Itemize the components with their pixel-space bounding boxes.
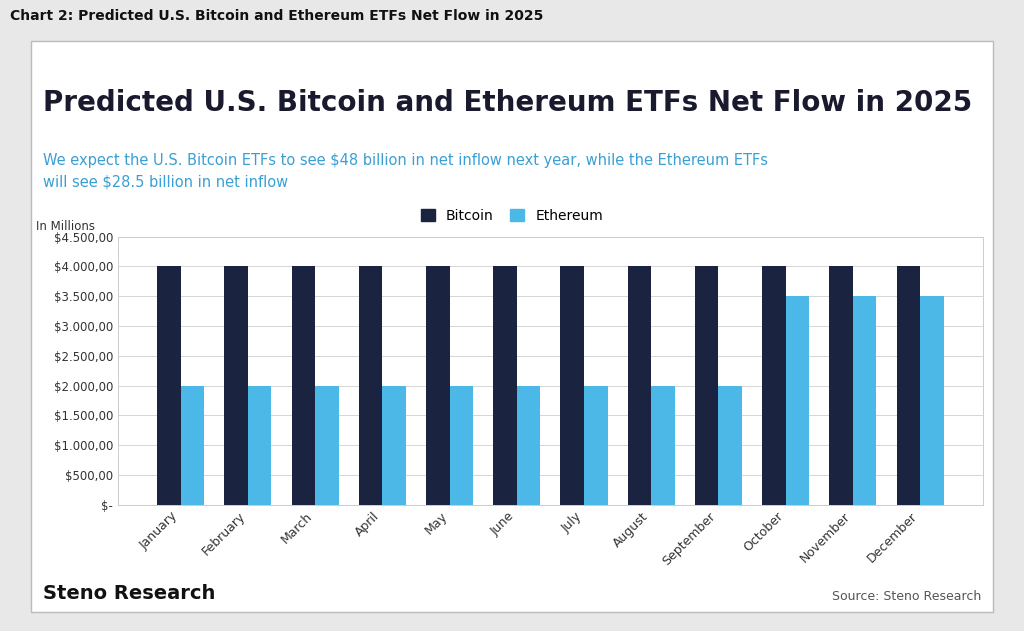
Text: Steno Research: Steno Research	[43, 584, 215, 603]
Bar	[315, 386, 339, 505]
Bar	[921, 296, 944, 505]
Bar	[224, 266, 248, 505]
Bar	[584, 386, 607, 505]
Bar	[829, 266, 853, 505]
Text: Predicted U.S. Bitcoin and Ethereum ETFs Net Flow in 2025: Predicted U.S. Bitcoin and Ethereum ETFs…	[43, 89, 972, 117]
Bar	[248, 386, 271, 505]
Legend: Bitcoin, Ethereum: Bitcoin, Ethereum	[421, 209, 603, 223]
Bar	[180, 386, 204, 505]
Bar	[719, 386, 742, 505]
Bar	[695, 266, 719, 505]
Bar	[785, 296, 809, 505]
Bar	[382, 386, 406, 505]
Text: Source: Steno Research: Source: Steno Research	[831, 589, 981, 603]
Bar	[560, 266, 584, 505]
Bar	[494, 266, 517, 505]
Bar	[628, 266, 651, 505]
Bar	[426, 266, 450, 505]
Bar	[853, 296, 877, 505]
Bar	[450, 386, 473, 505]
Bar	[517, 386, 541, 505]
Text: Chart 2: Predicted U.S. Bitcoin and Ethereum ETFs Net Flow in 2025: Chart 2: Predicted U.S. Bitcoin and Ethe…	[10, 9, 544, 23]
Bar	[292, 266, 315, 505]
Bar	[358, 266, 382, 505]
Text: We expect the U.S. Bitcoin ETFs to see $48 billion in net inflow next year, whil: We expect the U.S. Bitcoin ETFs to see $…	[43, 153, 768, 189]
Text: In Millions: In Millions	[36, 220, 95, 233]
Bar	[762, 266, 785, 505]
Bar	[157, 266, 180, 505]
Bar	[897, 266, 921, 505]
Bar	[651, 386, 675, 505]
